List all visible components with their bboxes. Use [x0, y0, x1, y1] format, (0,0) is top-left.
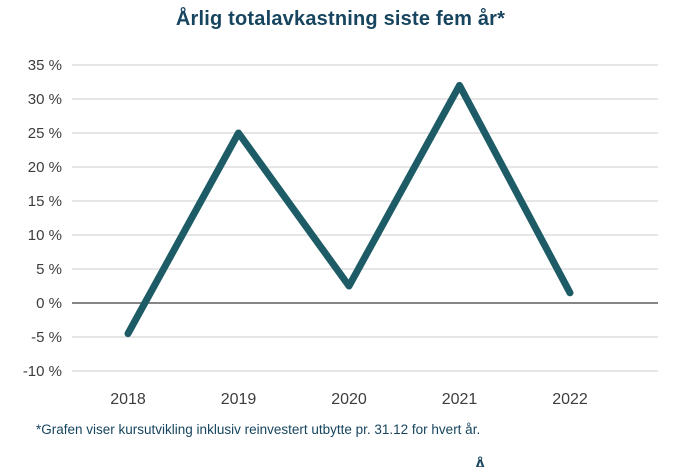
y-tick-label: 15 % [28, 193, 62, 210]
x-tick-label: 2021 [442, 391, 478, 408]
x-tick-label: 2019 [221, 391, 257, 408]
y-tick-label: -5 % [31, 329, 62, 346]
chart-title: Årlig totalavkastning siste fem år* [175, 8, 506, 30]
cropped-bottom-text: Å [474, 456, 487, 467]
chart-footnote: *Grafen viser kursutvikling inklusiv rei… [36, 422, 481, 437]
y-tick-label: 5 % [36, 261, 62, 278]
y-tick-label: 35 % [28, 57, 62, 74]
x-tick-label: 2018 [110, 391, 146, 408]
y-tick-label: 25 % [28, 125, 62, 142]
y-tick-label: -10 % [23, 363, 62, 380]
y-tick-label: 0 % [36, 295, 62, 312]
y-tick-label: 10 % [28, 227, 62, 244]
y-tick-label: 30 % [28, 91, 62, 108]
x-tick-label: 2020 [331, 391, 367, 408]
x-tick-label: 2022 [552, 391, 588, 408]
series-line [124, 81, 574, 338]
y-tick-label: 20 % [28, 159, 62, 176]
